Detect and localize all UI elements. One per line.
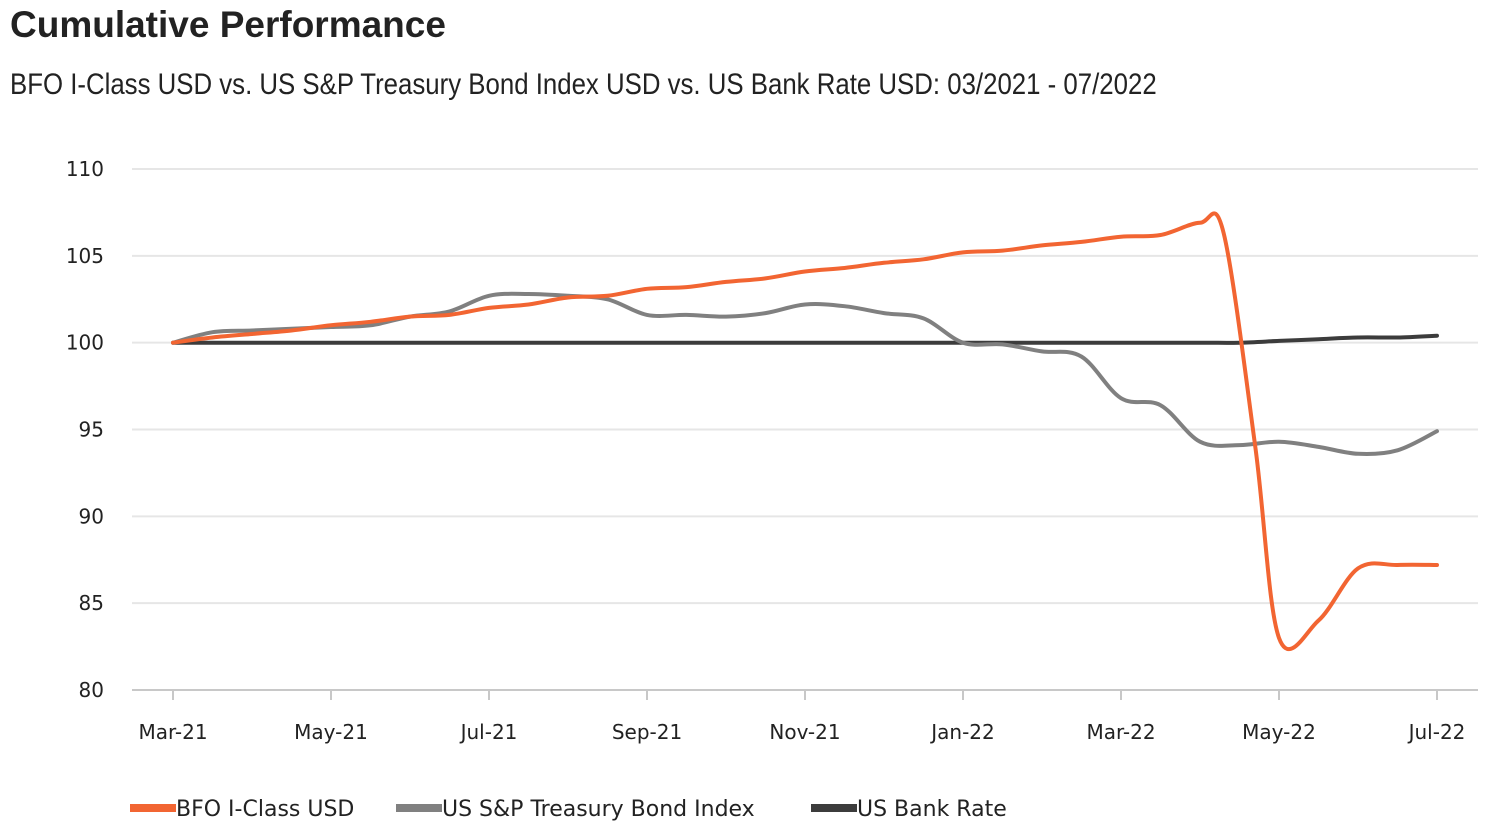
legend-swatch bbox=[130, 804, 176, 812]
x-tick-label: Mar-21 bbox=[138, 720, 207, 744]
x-tick-label: Jan-22 bbox=[929, 720, 995, 744]
legend-swatch bbox=[811, 804, 857, 812]
y-tick-label: 105 bbox=[66, 244, 104, 268]
legend: BFO I-Class USD US S&P Treasury Bond Inde… bbox=[130, 797, 1007, 822]
x-tick-label: Nov-21 bbox=[769, 720, 840, 744]
x-tick-label: May-21 bbox=[294, 720, 368, 744]
series-line-us-bank-rate bbox=[171, 333, 1439, 345]
legend-label: US S&P Treasury Bond Index bbox=[442, 797, 755, 822]
x-tick-label: Jul-21 bbox=[459, 720, 518, 744]
chart-title: Cumulative Performance bbox=[10, 4, 446, 45]
gridlines bbox=[132, 168, 1478, 605]
series-lines bbox=[171, 211, 1439, 652]
y-tick-label: 100 bbox=[66, 331, 104, 355]
y-tick-label: 95 bbox=[79, 418, 104, 442]
x-tick-label: Mar-22 bbox=[1086, 720, 1155, 744]
y-tick-label: 90 bbox=[79, 504, 104, 528]
legend-label: BFO I-Class USD bbox=[176, 797, 354, 822]
legend-swatch bbox=[396, 804, 442, 812]
y-axis: 80 85 90 95 100 105 110 bbox=[66, 157, 104, 702]
x-axis bbox=[132, 689, 1478, 700]
series-line-us-s-p-treasury-bond-index bbox=[171, 291, 1439, 457]
x-axis-labels: Mar-21 May-21 Jul-21 Sep-21 Nov-21 Jan-22 Mar-… bbox=[138, 720, 1465, 744]
legend-label: US Bank Rate bbox=[857, 797, 1007, 822]
chart-subtitle: BFO I-Class USD vs. US S&P Treasury Bond… bbox=[10, 68, 1157, 101]
y-tick-label: 110 bbox=[66, 157, 104, 181]
x-tick-label: Jul-22 bbox=[1407, 720, 1466, 744]
y-tick-label: 80 bbox=[79, 678, 104, 702]
x-tick-label: May-22 bbox=[1242, 720, 1316, 744]
series-line-bfo-i-class-usd bbox=[171, 211, 1439, 652]
x-tick-label: Sep-21 bbox=[612, 720, 682, 744]
y-tick-label: 85 bbox=[79, 591, 104, 615]
